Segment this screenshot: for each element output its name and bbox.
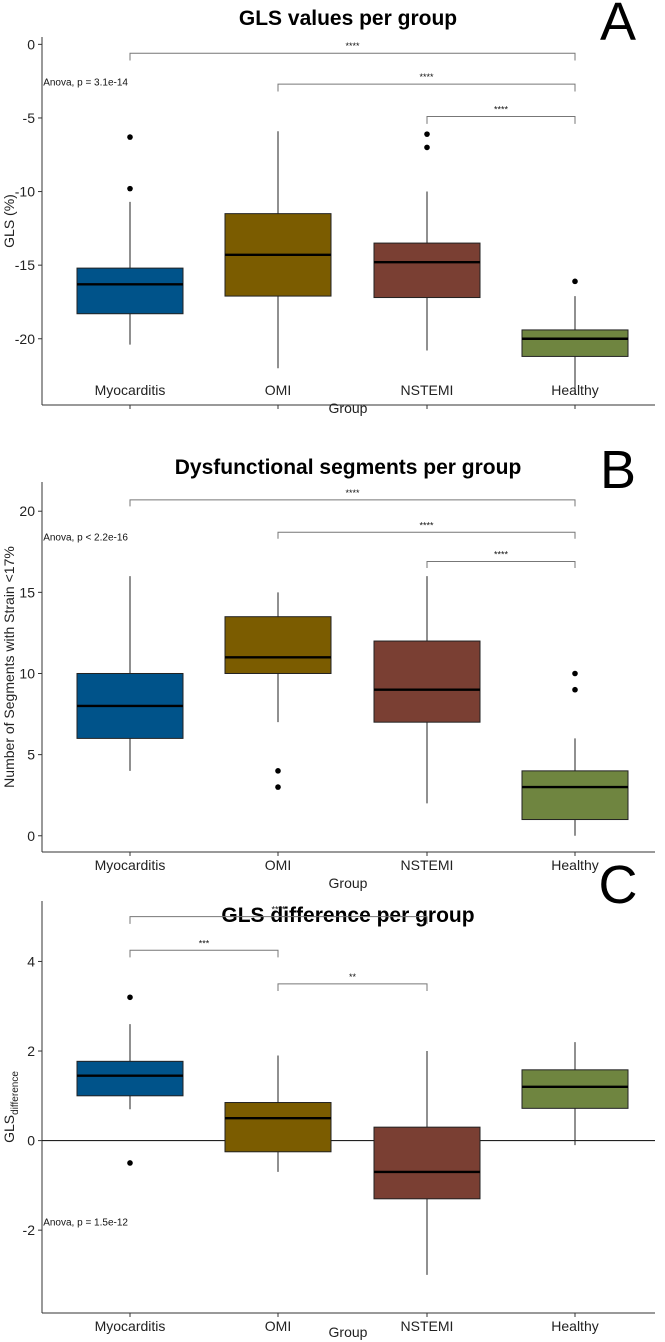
y-tick-label: -20 [15,331,35,347]
significance-bracket [129,52,576,61]
x-axis-title: Group [329,1324,368,1340]
significance-label: ** [349,972,357,982]
box-omi [224,592,332,790]
box-nstemi [373,576,481,804]
panel-letter: C [599,855,638,915]
x-tick-label: Myocarditis [95,1318,166,1334]
outlier-point [424,144,430,151]
significance-bracket [277,83,576,92]
anova-annotation: Anova, p = 3.1e-14 [43,78,128,89]
x-tick-label: Healthy [551,857,598,873]
outlier-point [275,784,281,790]
y-tick-label: -10 [15,184,35,200]
outlier-point [424,131,430,137]
box-myocarditis [76,994,184,1166]
y-tick-label: -2 [23,1222,36,1238]
y-tick-label: 0 [27,1133,35,1149]
y-tick-label: 10 [19,665,35,681]
panel-b: Dysfunctional segments per group B 0 5 10 15 2… [1,440,655,891]
iqr-box [521,329,629,357]
y-tick-label: -15 [15,257,35,273]
chart-title: GLS values per group [239,7,457,30]
y-axis-title: Number of Segments with Strain <17% [1,546,17,788]
chart-title: Dysfunctional segments per group [175,456,522,479]
significance-label: **** [419,72,434,82]
y-axis-title: GLS (%) [1,194,17,248]
significance-bracket [426,561,576,569]
x-tick-label: NSTEMI [401,857,454,873]
y-tick-label: 5 [27,747,35,763]
outlier-point [127,134,133,140]
panel-c: GLS difference per group C 4 2 0 -2 Myocarditi… [1,855,655,1340]
outlier-point [127,1160,133,1166]
box-myocarditis [76,576,184,771]
x-tick-label: NSTEMI [401,382,454,398]
significance-bracket [129,916,428,924]
x-tick-label: Healthy [551,1318,598,1334]
significance-label: **** [345,41,360,51]
panel-a: GLS values per group A 0 -5 -10 -15 -20 Myocard… [1,0,655,416]
significance-label: **** [494,104,509,114]
x-tick-label: OMI [265,382,291,398]
outlier-point [127,994,133,1001]
y-axis-title-main: GLS [1,1115,17,1143]
box-nstemi [373,1051,481,1275]
significance-bracket [129,949,279,958]
box-omi [224,1055,332,1172]
x-tick-label: OMI [265,1318,291,1334]
significance-bracket [277,531,576,539]
iqr-box [373,242,481,299]
x-axis-title: Group [329,400,368,416]
y-tick-label: 15 [19,584,35,600]
y-axis-title-main: Number of Segments with Strain <17% [1,546,17,788]
box-healthy [521,1042,629,1146]
significance-bracket [277,983,428,992]
y-tick-label: 0 [27,36,35,52]
outlier-point [572,670,578,677]
iqr-box [521,770,629,821]
x-tick-label: Myocarditis [95,857,166,873]
y-axis-title-main: GLS (%) [1,194,17,248]
y-tick-label: 2 [27,1043,35,1059]
iqr-box [76,267,184,315]
iqr-box [521,1069,629,1109]
outlier-point [127,185,133,192]
y-tick-label: 0 [27,828,35,844]
significance-label: **** [345,488,360,498]
y-tick-label: -5 [23,110,36,126]
y-tick-label: 4 [27,953,35,969]
x-tick-label: OMI [265,857,291,873]
significance-bracket [129,499,576,507]
iqr-box [76,1060,184,1097]
significance-bracket [426,115,576,124]
iqr-box [373,1126,481,1200]
box-myocarditis [76,134,184,345]
significance-label: **** [419,520,434,530]
y-axis-title: GLSdifference [1,1071,21,1143]
significance-label: **** [494,550,509,560]
outlier-point [572,278,578,285]
y-tick-label: 20 [19,503,35,519]
box-nstemi [373,131,481,351]
iqr-box [224,616,332,674]
significance-label: **** [271,905,286,915]
x-axis-title: Group [329,875,368,891]
significance-label: *** [199,938,210,948]
y-axis-title-subscript: difference [10,1071,21,1115]
anova-annotation: Anova, p = 1.5e-12 [43,1218,128,1229]
iqr-box [224,1102,332,1153]
panel-letter: B [600,440,636,500]
chart-title: GLS difference per group [221,904,474,927]
iqr-box [373,640,481,723]
anova-annotation: Anova, p < 2.2e-16 [43,532,128,543]
outlier-point [275,768,281,774]
panel-letter: A [600,0,636,52]
outlier-point [572,686,578,693]
box-healthy [521,278,629,395]
x-tick-label: NSTEMI [401,1318,454,1334]
box-omi [224,131,332,369]
x-tick-label: Myocarditis [95,382,166,398]
box-healthy [521,670,629,836]
